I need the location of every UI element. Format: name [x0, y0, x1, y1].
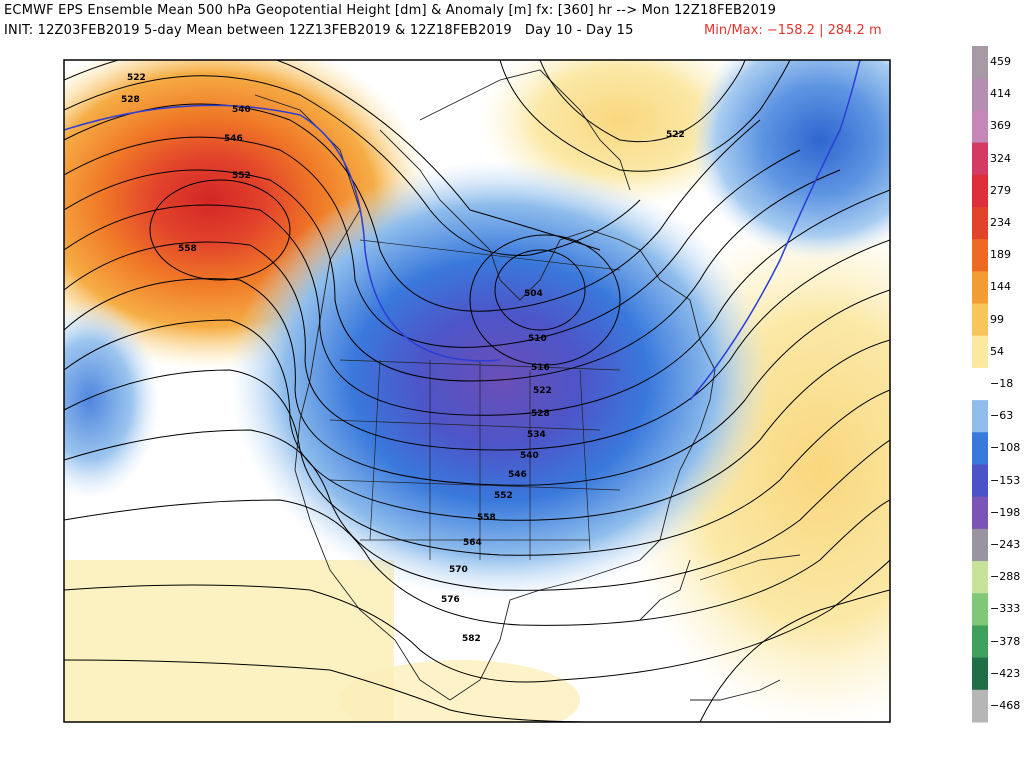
colorbar-swatch: [972, 561, 988, 594]
colorbar-swatch: [972, 689, 988, 723]
colorbar-label: −243: [990, 537, 1021, 551]
contour-label: 540: [520, 451, 539, 461]
contour-label: 528: [121, 95, 140, 105]
colorbar-swatch: [972, 78, 988, 111]
map-panel: 522 528 540 546 552 558 504 510 516 522 …: [64, 60, 890, 722]
colorbar-label: 369: [990, 119, 1011, 133]
colorbar-swatch: [972, 528, 988, 562]
colorbar-swatch: [972, 303, 988, 337]
colorbar-swatch: [972, 174, 988, 208]
contour-label: 552: [494, 491, 513, 501]
reference-contours: [64, 60, 861, 401]
state-borders: [329, 239, 621, 560]
contour-label: 510: [528, 334, 547, 344]
contour-label: 546: [224, 134, 243, 144]
chart-title-line1: ECMWF EPS Ensemble Mean 500 hPa Geopoten…: [4, 3, 777, 18]
colorbar-swatch: [972, 432, 988, 465]
colorbar-swatch: [972, 110, 988, 144]
contour-label: 582: [462, 634, 481, 644]
colorbar-swatch: [972, 271, 988, 305]
colorbar-label: −198: [990, 505, 1021, 519]
colorbar-swatch: [972, 335, 988, 369]
colorbar-label: −108: [990, 441, 1021, 455]
colorbar-swatch: [972, 46, 988, 79]
contour-label: 558: [178, 244, 197, 254]
colorbar-label: −18: [990, 377, 1014, 390]
colorbar-label: 279: [990, 183, 1011, 197]
map-frame: [63, 59, 891, 723]
colorbar-swatch: [972, 657, 988, 691]
colorbar-swatch: [972, 464, 988, 498]
colorbar-swatch: [972, 206, 988, 240]
anomaly-trough-pacific: [64, 300, 160, 500]
colorbar-label: −423: [990, 666, 1021, 680]
contour-label: 504: [524, 289, 543, 299]
contour-label: 564: [463, 538, 482, 548]
contour-label: 540: [232, 105, 251, 115]
colorbar-swatch: [972, 625, 988, 659]
colorbar-label: 144: [990, 280, 1011, 294]
contour-label: 546: [508, 470, 527, 480]
colorbar-label: 459: [990, 55, 1011, 69]
contour-label: 522: [533, 386, 552, 396]
contour-label: 516: [531, 363, 550, 373]
colorbar-swatch: [972, 142, 988, 176]
chart-title-line2: INIT: 12Z03FEB2019 5-day Mean between 12…: [4, 23, 634, 38]
colorbar-swatch: [972, 239, 988, 272]
min-max-readout: Min/Max: −158.2 | 284.2 m: [704, 23, 882, 38]
colorbar-swatch: [972, 593, 988, 626]
height-contours: [64, 60, 890, 722]
colorbar-label: 54: [990, 344, 1004, 358]
colorbar: [972, 46, 988, 723]
contour-labels: 522 528 540 546 552 558 504 510 516 522 …: [121, 73, 685, 644]
colorbar-label: 324: [990, 151, 1011, 165]
colorbar-swatch: [972, 400, 988, 433]
colorbar-label: −468: [990, 698, 1021, 712]
colorbar-label: −153: [990, 473, 1021, 487]
colorbar-label: 189: [990, 248, 1011, 262]
colorbar-swatch: [972, 496, 988, 530]
colorbar-label: −63: [990, 409, 1014, 423]
colorbar-swatch: [972, 367, 988, 401]
colorbar-label: −288: [990, 570, 1021, 584]
contour-label: 576: [441, 595, 460, 605]
coastlines: [254, 69, 801, 701]
contour-label: 522: [666, 130, 685, 140]
anomaly-trough-northatlantic: [690, 60, 890, 260]
colorbar-label: 99: [990, 312, 1004, 326]
contour-label: 552: [232, 171, 251, 181]
contour-label: 534: [527, 430, 546, 440]
contour-label: 570: [449, 565, 468, 575]
colorbar-label: 414: [990, 87, 1011, 101]
colorbar-label: −333: [990, 602, 1021, 616]
contour-label: 522: [127, 73, 146, 83]
contour-label: 558: [477, 513, 496, 523]
colorbar-label: −378: [990, 634, 1021, 648]
contour-label: 528: [531, 409, 550, 419]
colorbar-label: 234: [990, 216, 1011, 230]
